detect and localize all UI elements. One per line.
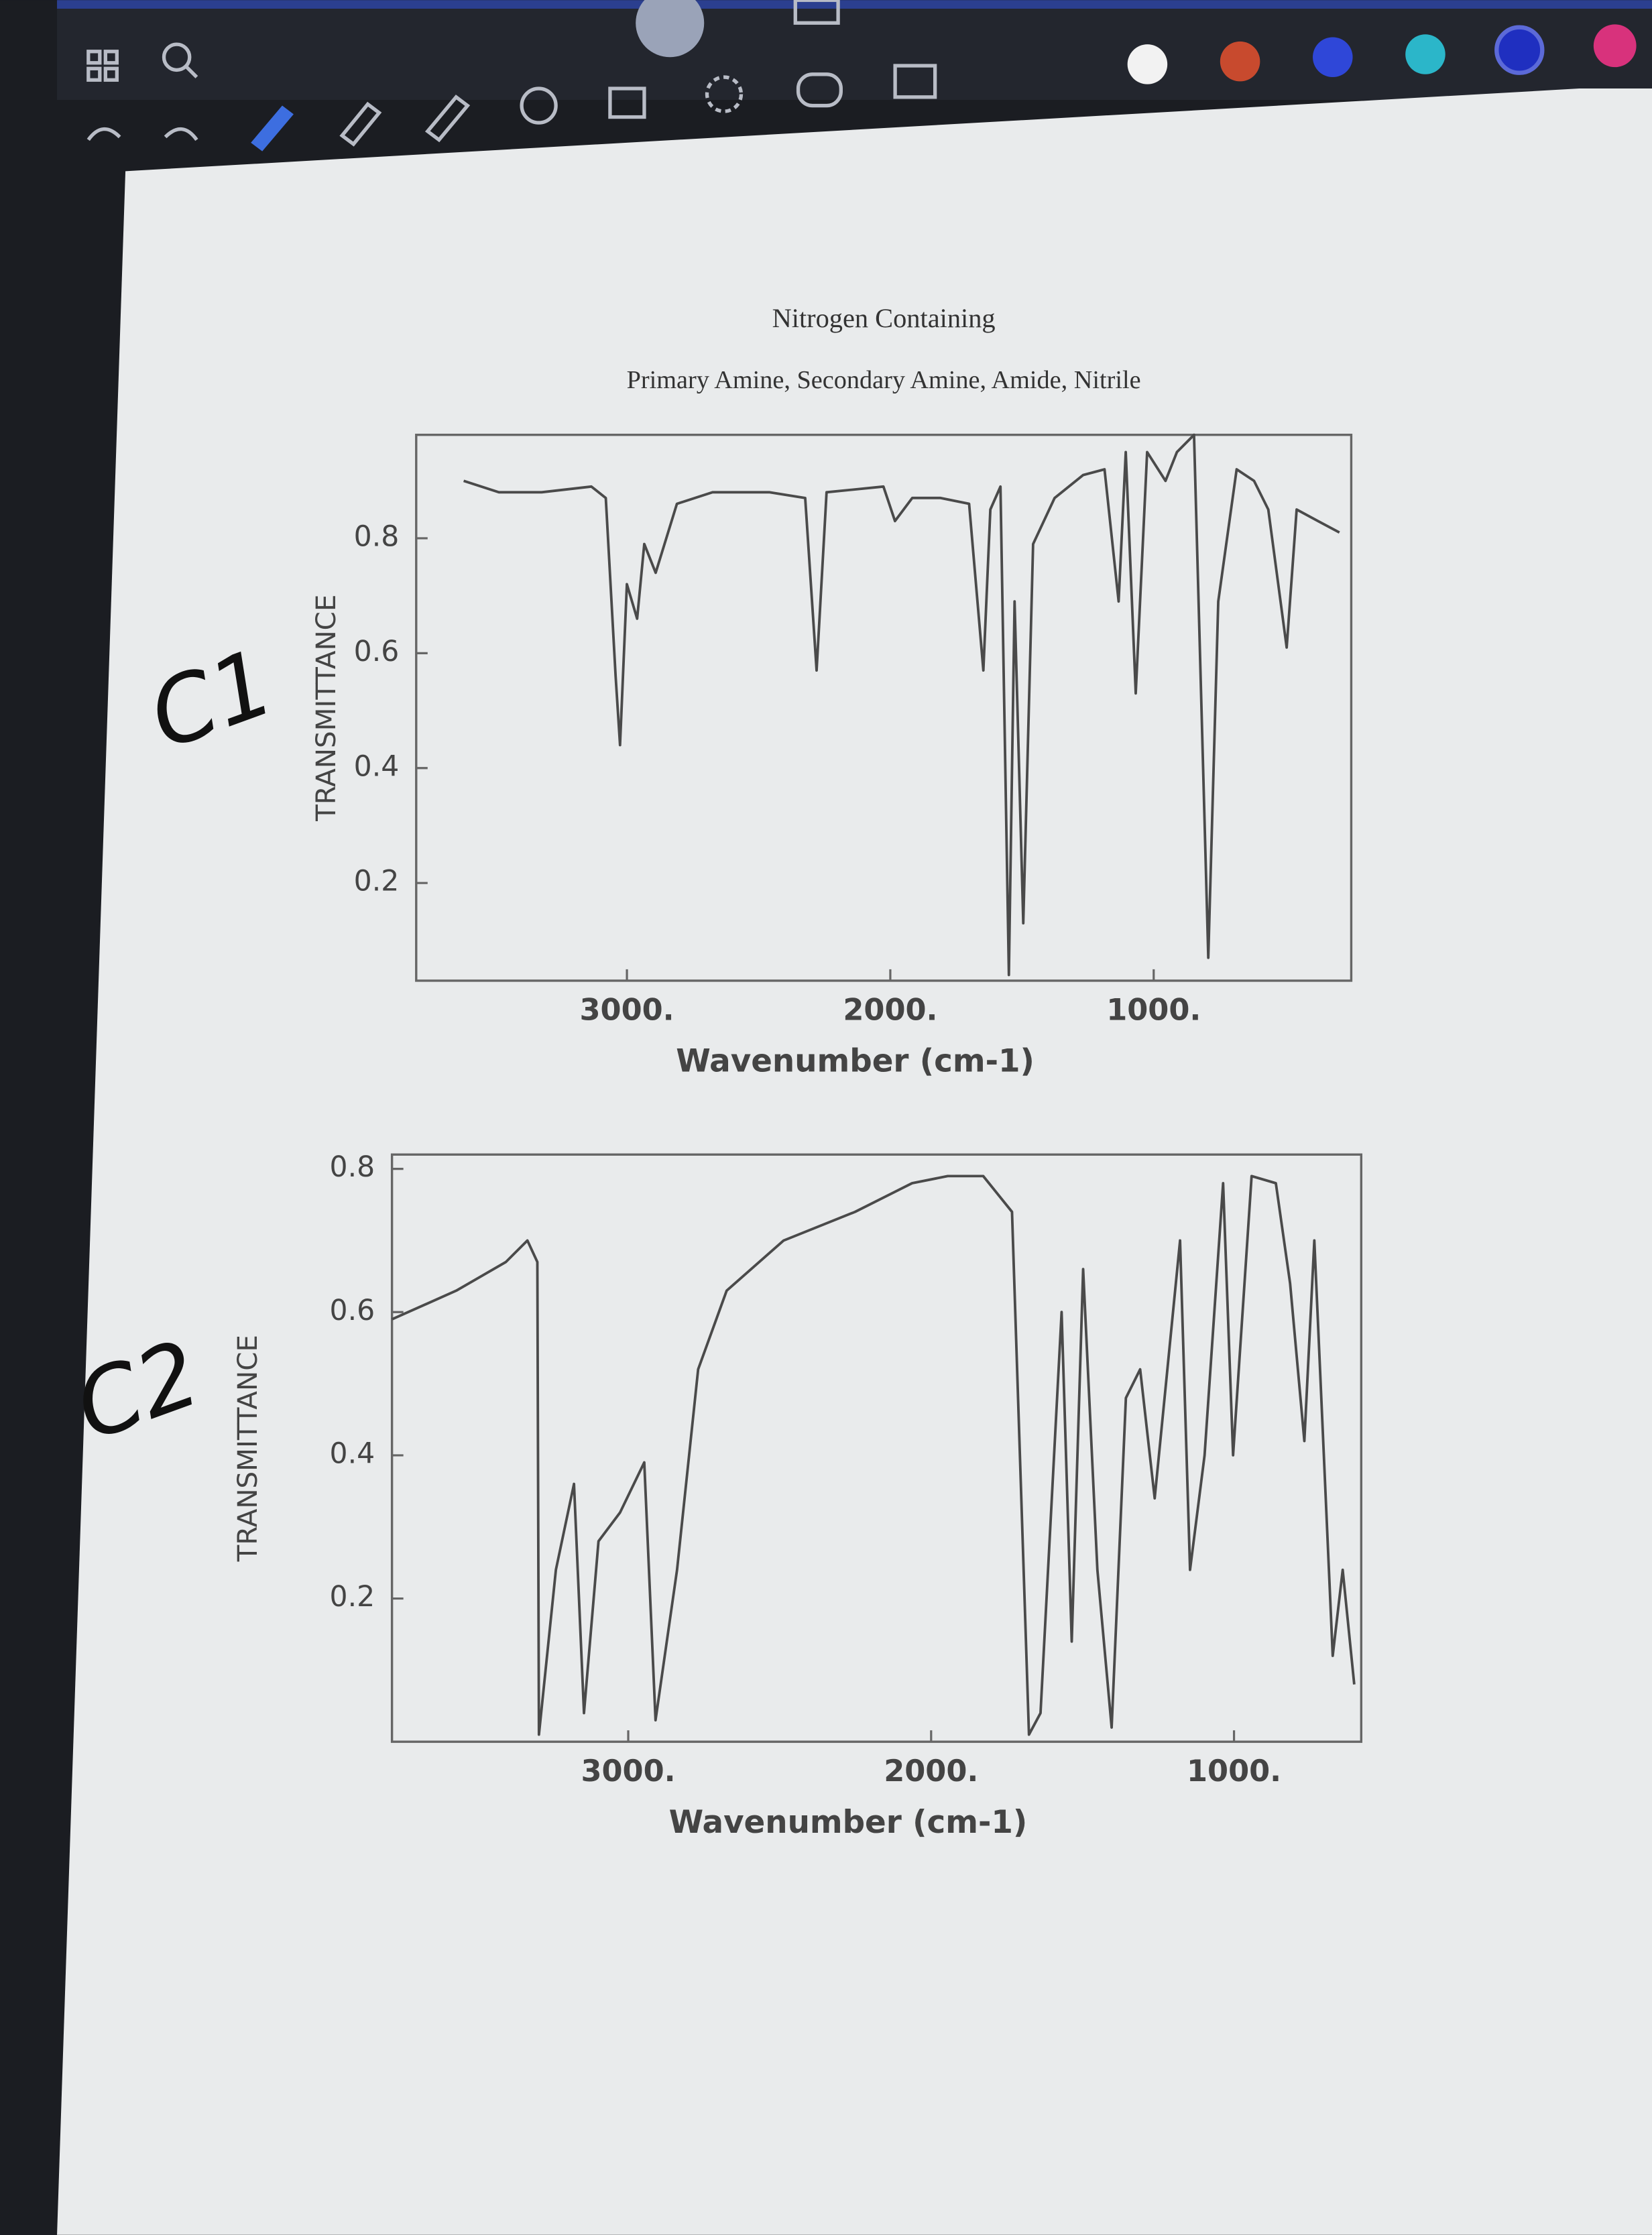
x-tick-label: 2000. — [843, 993, 937, 1028]
toolbar-icons[interactable] — [86, 0, 937, 147]
y-tick-label: 0.6 — [330, 1294, 375, 1327]
color-orange[interactable] — [1220, 41, 1260, 82]
toolbar-accent — [57, 0, 1652, 9]
toolbar-top — [57, 0, 1652, 101]
spectrum-line — [391, 1174, 1356, 1736]
y-tick-label: 0.4 — [330, 1437, 375, 1470]
y-tick-label: 0.8 — [330, 1151, 375, 1184]
active-tool[interactable] — [636, 0, 705, 58]
y-tick-label: 0.4 — [354, 750, 400, 783]
x-tick-label: 3000. — [581, 1754, 675, 1789]
spectrum-line — [463, 433, 1340, 977]
y-axis-label: TRANSMITTANCE — [232, 1335, 263, 1562]
color-blue[interactable] — [1313, 37, 1353, 78]
x-tick-label: 1000. — [1106, 993, 1201, 1028]
x-tick-label: 2000. — [884, 1754, 978, 1789]
x-tick-label: 3000. — [579, 993, 674, 1028]
color-cyan[interactable] — [1405, 34, 1446, 74]
y-tick-label: 0.6 — [354, 636, 400, 668]
plot-frame — [390, 1153, 1363, 1743]
color-palette[interactable] — [1127, 24, 1637, 84]
color-pink[interactable] — [1593, 24, 1637, 68]
color-white[interactable] — [1127, 44, 1168, 84]
plot-frame — [415, 433, 1353, 982]
pen-tool[interactable] — [251, 105, 294, 152]
y-tick-label: 0.2 — [330, 1581, 375, 1614]
color-selected[interactable] — [1494, 25, 1545, 75]
x-tick-label: 1000. — [1187, 1754, 1281, 1789]
document-page — [57, 88, 1652, 2235]
y-axis-label: TRANSMITTANCE — [310, 595, 342, 822]
chart-subtitle: Primary Amine, Secondary Amine, Amide, N… — [627, 366, 1141, 394]
chart-title: Nitrogen Containing — [772, 303, 996, 333]
y-tick-label: 0.2 — [354, 865, 400, 898]
x-axis-label: Wavenumber (cm-1) — [669, 1805, 1028, 1841]
y-tick-label: 0.8 — [354, 520, 400, 553]
x-axis-label: Wavenumber (cm-1) — [676, 1044, 1035, 1080]
